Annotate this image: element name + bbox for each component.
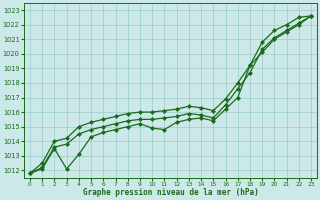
- X-axis label: Graphe pression niveau de la mer (hPa): Graphe pression niveau de la mer (hPa): [83, 188, 258, 197]
